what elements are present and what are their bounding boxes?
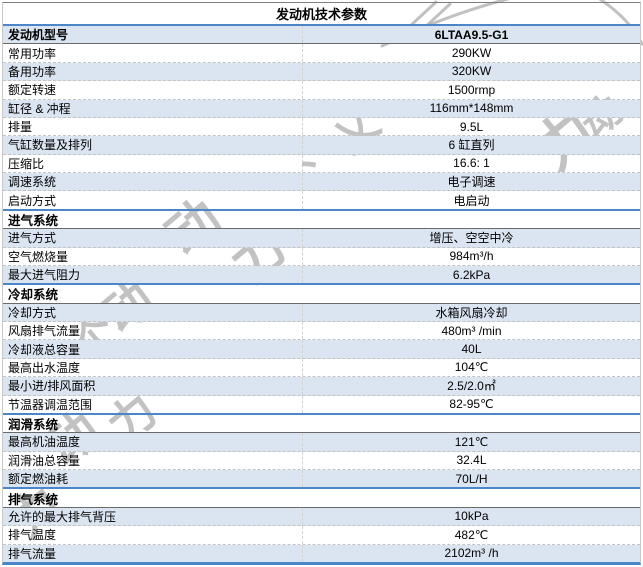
spec-row: 缸径 & 冲程 116mm*148mm (3, 99, 640, 118)
spec-row: 常用功率 290KW (3, 44, 640, 63)
spec-value: 9.5L (459, 119, 484, 134)
spec-row: 调速系统 电子调速 (3, 173, 640, 192)
spec-row: 节温器调温范围 82-95℃ (3, 395, 640, 413)
spec-value: 16.6: 1 (453, 156, 490, 171)
spec-row: 空气燃烧量 984m³/h (3, 247, 640, 266)
spec-row: 排量 9.5L (3, 117, 640, 137)
spec-value: 电启动 (453, 193, 490, 208)
spec-row: 允许的最大排气背压 10kPa (3, 507, 640, 527)
spec-label: 调速系统 (3, 173, 303, 191)
spec-row: 气缸数量及排列 6 缸直列 (3, 136, 640, 155)
spec-label: 排气流量 (3, 544, 303, 562)
model-row: 发动机型号 6LTAA9.5-G1 (3, 26, 640, 45)
spec-label: 空气燃烧量 (3, 247, 303, 265)
spec-value: 116mm*148mm (429, 101, 514, 116)
spec-value: 320KW (451, 64, 492, 79)
spec-value: 10kPa (454, 509, 489, 524)
spec-label: 启动方式 (3, 191, 303, 209)
spec-row: 最大进气阻力 6.2kPa (3, 265, 640, 284)
spec-row: 冷却液总容量 40L (3, 340, 640, 359)
spec-row: 润滑油总容量 32.4L (3, 451, 640, 470)
spec-label: 最大进气阻力 (3, 265, 303, 284)
spec-value: 82-95℃ (449, 397, 494, 412)
spec-label: 允许的最大排气背压 (3, 507, 303, 526)
spec-value: 480m³ /min (441, 323, 502, 338)
spec-label: 润滑油总容量 (3, 451, 303, 469)
spec-label: 额定转速 (3, 81, 303, 99)
spec-value: 增压、空空中冷 (429, 231, 514, 246)
spec-value: 40L (461, 342, 482, 357)
spec-label: 排气温度 (3, 526, 303, 544)
spec-row: 备用功率 320KW (3, 62, 640, 82)
spec-row: 启动方式 电启动 (3, 191, 640, 209)
spec-row: 进气方式 增压、空空中冷 (3, 229, 640, 248)
spec-value: 水箱风扇冷却 (435, 305, 508, 320)
spec-value: 6 缸直列 (448, 138, 495, 153)
section-header-label: 冷却系统 (8, 288, 59, 303)
section-header-label: 进气系统 (8, 213, 59, 228)
spec-label: 风扇排气流量 (3, 322, 303, 340)
spec-row: 最高出水温度 104℃ (3, 358, 640, 378)
spec-label: 发动机型号 (3, 26, 303, 44)
spec-label: 最高出水温度 (3, 358, 303, 377)
table-title: 发动机技术参数 (3, 3, 640, 26)
spec-label: 常用功率 (3, 44, 303, 62)
spec-label: 节温器调温范围 (3, 395, 303, 413)
spec-value: 2102m³ /h (444, 546, 499, 561)
spec-value: 1500rmp (447, 82, 496, 97)
spec-value: 6LTAA9.5-G1 (434, 27, 509, 42)
spec-label: 进气方式 (3, 229, 303, 247)
spec-value: 290KW (451, 46, 492, 61)
spec-label: 压缩比 (3, 154, 303, 172)
spec-label: 气缸数量及排列 (3, 136, 303, 154)
section-header-label: 排气系统 (8, 492, 59, 507)
spec-row: 最高机油温度 121℃ (3, 433, 640, 452)
spec-value: 2.5/2.0㎡ (447, 379, 496, 394)
spec-label: 额定燃油耗 (3, 470, 303, 488)
spec-row: 排气流量 2102m³ /h (3, 544, 640, 562)
spec-label: 缸径 & 冲程 (3, 99, 303, 117)
spec-value: 32.4L (456, 453, 487, 468)
spec-label: 最小进/排风面积 (3, 377, 303, 395)
spec-value: 70L/H (455, 471, 488, 486)
spec-value: 121℃ (454, 434, 489, 449)
spec-value: 104℃ (454, 360, 489, 375)
spec-row: 冷却方式 水箱风扇冷却 (3, 303, 640, 322)
spec-label: 冷却液总容量 (3, 340, 303, 358)
watermark-slash (406, 0, 438, 30)
spec-label: 备用功率 (3, 62, 303, 81)
spec-row: 压缩比 16.6: 1 (3, 154, 640, 173)
section-header-row: 润滑系统 (3, 412, 640, 434)
spec-value: 984m³/h (449, 249, 494, 264)
section-header-row: 冷却系统 (3, 283, 640, 304)
spec-label: 冷却方式 (3, 303, 303, 321)
spec-row: 风扇排气流量 480m³ /min (3, 322, 640, 341)
section-header-label: 润滑系统 (8, 418, 59, 433)
section-header-row: 进气系统 (3, 208, 640, 230)
spec-value: 电子调速 (447, 175, 496, 190)
spec-row: 排气温度 482℃ (3, 526, 640, 545)
spec-value: 6.2kPa (452, 267, 491, 282)
spec-row: 最小进/排风面积 2.5/2.0㎡ (3, 377, 640, 396)
section-header-row: 排气系统 (3, 487, 640, 508)
spec-label: 最高机油温度 (3, 433, 303, 451)
spec-row: 额定燃油耗 70L/H (3, 470, 640, 488)
spec-label: 排量 (3, 117, 303, 136)
spec-value: 482℃ (454, 527, 489, 542)
spec-row: 额定转速 1500rmp (3, 81, 640, 100)
